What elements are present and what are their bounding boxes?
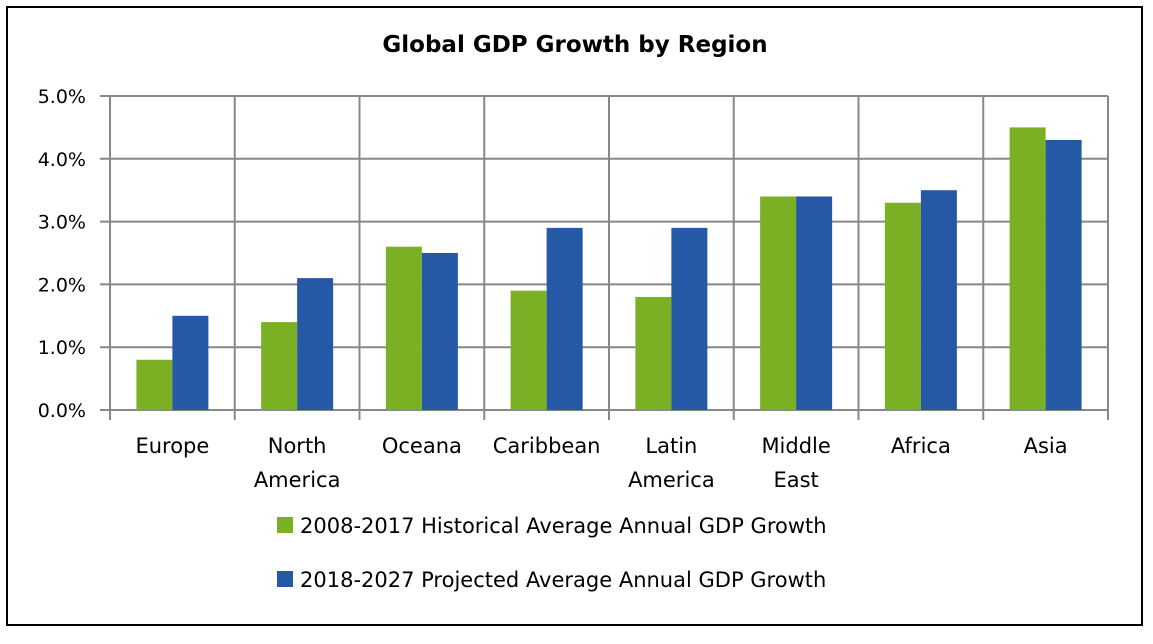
bar-historical	[1009, 127, 1046, 411]
x-tick-label: Caribbean	[493, 434, 601, 458]
y-tick-label: 4.0%	[38, 149, 86, 171]
bar-historical	[510, 290, 547, 410]
bar-projected	[1045, 139, 1082, 410]
bar-projected	[796, 196, 833, 410]
bar-projected	[671, 227, 708, 410]
y-tick-label: 1.0%	[38, 337, 86, 359]
bar-projected	[297, 278, 334, 410]
legend-swatch	[277, 571, 293, 587]
x-tick-label: America	[254, 468, 341, 492]
chart-frame	[6, 6, 1143, 626]
legend-label: 2008-2017 Historical Average Annual GDP …	[300, 514, 827, 538]
y-tick-label: 0.0%	[38, 400, 86, 422]
x-tick-label: Oceana	[382, 434, 462, 458]
bar-historical	[261, 322, 298, 410]
legend-swatch	[277, 517, 293, 533]
bar-projected	[421, 253, 458, 410]
bar-historical	[635, 296, 672, 410]
x-tick-label: Latin	[645, 434, 697, 458]
bar-historical	[760, 196, 797, 410]
x-tick-label: Asia	[1024, 434, 1068, 458]
bar-historical	[136, 359, 173, 410]
x-tick-label: Middle	[761, 434, 830, 458]
x-tick-label: North	[268, 434, 327, 458]
y-tick-label: 5.0%	[38, 86, 86, 108]
x-tick-label: Africa	[891, 434, 951, 458]
bar-projected	[546, 227, 583, 410]
chart-title: Global GDP Growth by Region	[382, 32, 767, 58]
y-tick-label: 3.0%	[38, 212, 86, 234]
bar-projected	[920, 190, 957, 410]
legend-label: 2018-2027 Projected Average Annual GDP G…	[300, 568, 826, 592]
bar-historical	[884, 202, 921, 410]
bar-historical	[385, 246, 422, 410]
bar-projected	[172, 315, 209, 410]
x-tick-label: Europe	[135, 434, 209, 458]
x-tick-label: America	[628, 468, 715, 492]
y-tick-label: 2.0%	[38, 274, 86, 296]
x-tick-label: East	[773, 468, 818, 492]
